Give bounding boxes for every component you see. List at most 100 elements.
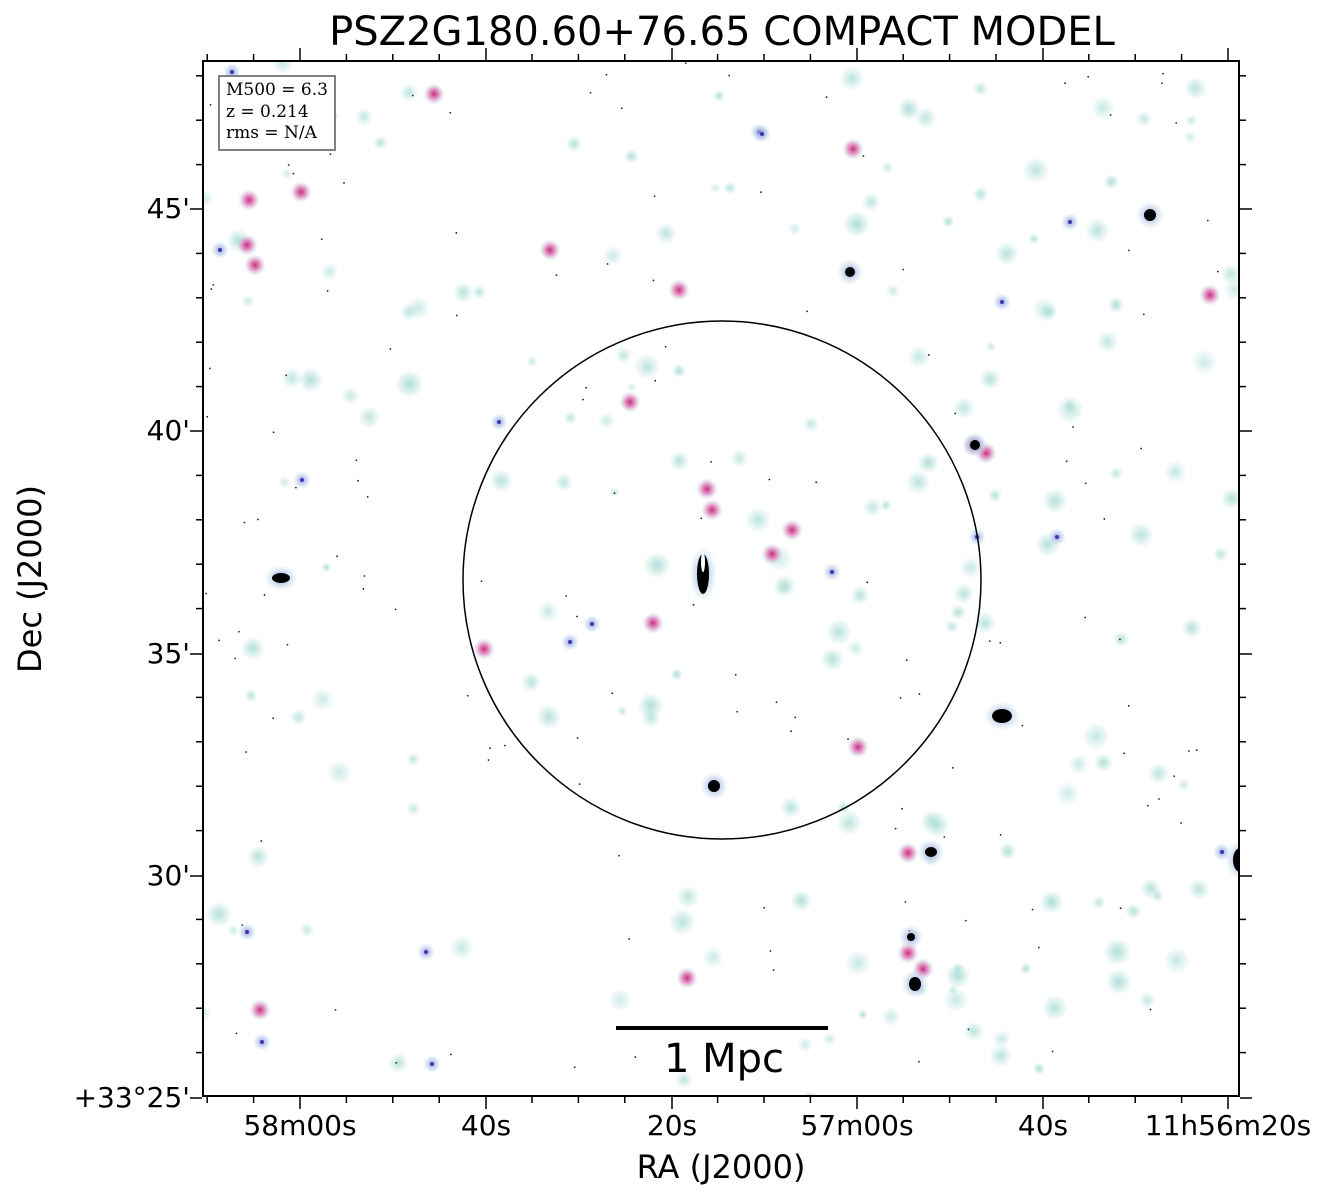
y-tick-label: 40' — [146, 414, 190, 447]
noise-dot — [654, 379, 657, 382]
noise-dot — [1072, 426, 1074, 428]
faint-source — [1183, 76, 1208, 100]
faint-source — [1092, 895, 1106, 910]
faint-source — [624, 149, 639, 164]
noise-dot — [1103, 518, 1106, 520]
noise-dot — [1142, 313, 1145, 316]
faint-source — [989, 1044, 1013, 1068]
faint-source — [399, 83, 419, 102]
blue-source-core — [1000, 300, 1004, 304]
noise-dot — [343, 182, 345, 184]
noise-dot — [967, 1028, 970, 1031]
faint-source — [839, 66, 865, 91]
noise-dot — [503, 744, 506, 747]
noise-dot — [1206, 219, 1209, 222]
faint-source — [1082, 722, 1110, 751]
noise-dot — [395, 1062, 398, 1064]
faint-source — [326, 759, 353, 786]
faint-source — [241, 294, 255, 309]
noise-dot — [1127, 704, 1130, 707]
blue-source-core — [568, 640, 572, 644]
noise-dot — [326, 290, 329, 292]
sky-image — [204, 62, 1238, 1095]
faint-source — [449, 935, 474, 961]
noise-dot — [825, 96, 828, 99]
bright-source-core — [970, 440, 980, 450]
noise-dot — [902, 268, 905, 271]
noise-dot — [1158, 798, 1160, 800]
pink-source — [642, 612, 664, 634]
faint-source — [998, 842, 1017, 861]
faint-source — [357, 405, 381, 429]
pink-source — [842, 138, 864, 160]
noise-dot — [652, 279, 655, 282]
noise-dot — [794, 716, 797, 719]
noise-dot — [449, 111, 452, 114]
noise-dot — [576, 737, 579, 739]
x-tick-label: 40s — [460, 1109, 512, 1142]
blue-source-core — [245, 930, 249, 934]
faint-source — [633, 353, 661, 381]
faint-source — [1094, 753, 1114, 773]
blue-source-core — [760, 132, 764, 136]
noise-dot — [905, 659, 908, 662]
noise-dot — [954, 412, 957, 415]
faint-source — [1019, 962, 1032, 975]
noise-dot — [999, 834, 1002, 836]
noise-dot — [235, 1032, 238, 1035]
figure-title: PSZ2G180.60+76.65 COMPACT MODEL — [329, 9, 1115, 55]
faint-source — [972, 81, 989, 97]
blue-source-core — [300, 478, 304, 482]
faint-source — [489, 468, 514, 493]
noise-dot — [1021, 724, 1024, 727]
noise-dot — [366, 495, 369, 498]
faint-source — [723, 181, 737, 196]
blue-source-core — [497, 420, 501, 424]
blue-source-core — [424, 950, 428, 954]
blue-source-core — [260, 1040, 264, 1044]
noise-dot — [1123, 752, 1126, 755]
noise-dot — [555, 274, 558, 277]
blue-source-core — [230, 70, 234, 74]
faint-source — [272, 62, 294, 75]
faint-source — [802, 416, 819, 433]
noise-dot — [999, 641, 1002, 644]
faint-source — [1128, 522, 1155, 548]
x-tick-label: 57m00s — [800, 1109, 914, 1142]
faint-source — [914, 106, 937, 129]
noise-dot — [628, 938, 631, 940]
faint-source — [1185, 114, 1197, 127]
noise-dot — [243, 521, 246, 524]
noise-dot — [363, 575, 366, 577]
faint-source — [607, 987, 633, 1013]
faint-source — [1213, 546, 1229, 562]
faint-source — [846, 639, 865, 658]
faint-source — [729, 448, 749, 468]
noise-dot — [899, 697, 902, 699]
faint-source — [1135, 110, 1153, 127]
noise-dot — [775, 701, 778, 704]
faint-source — [959, 556, 982, 579]
faint-source — [1031, 296, 1058, 323]
faint-source — [917, 452, 939, 474]
noise-dot — [734, 673, 737, 676]
mass-label: M500 = 6.3 — [226, 80, 328, 100]
faint-source — [897, 97, 921, 121]
blue-source-core — [830, 570, 834, 574]
faint-source — [1164, 460, 1187, 484]
faint-source — [1055, 781, 1080, 806]
noise-dot — [212, 283, 215, 286]
faint-source — [985, 341, 997, 352]
faint-source — [906, 470, 931, 495]
redshift-label: z = 0.214 — [226, 101, 309, 122]
noise-dot — [362, 588, 365, 590]
pink-source — [236, 234, 258, 256]
noise-dot — [329, 153, 332, 156]
noise-dot — [1127, 249, 1130, 252]
pink-source — [676, 967, 698, 989]
faint-source — [790, 890, 812, 912]
faint-source — [944, 619, 960, 634]
noise-dot — [210, 288, 213, 290]
pink-sources — [236, 83, 1221, 1021]
pink-source — [619, 391, 641, 413]
